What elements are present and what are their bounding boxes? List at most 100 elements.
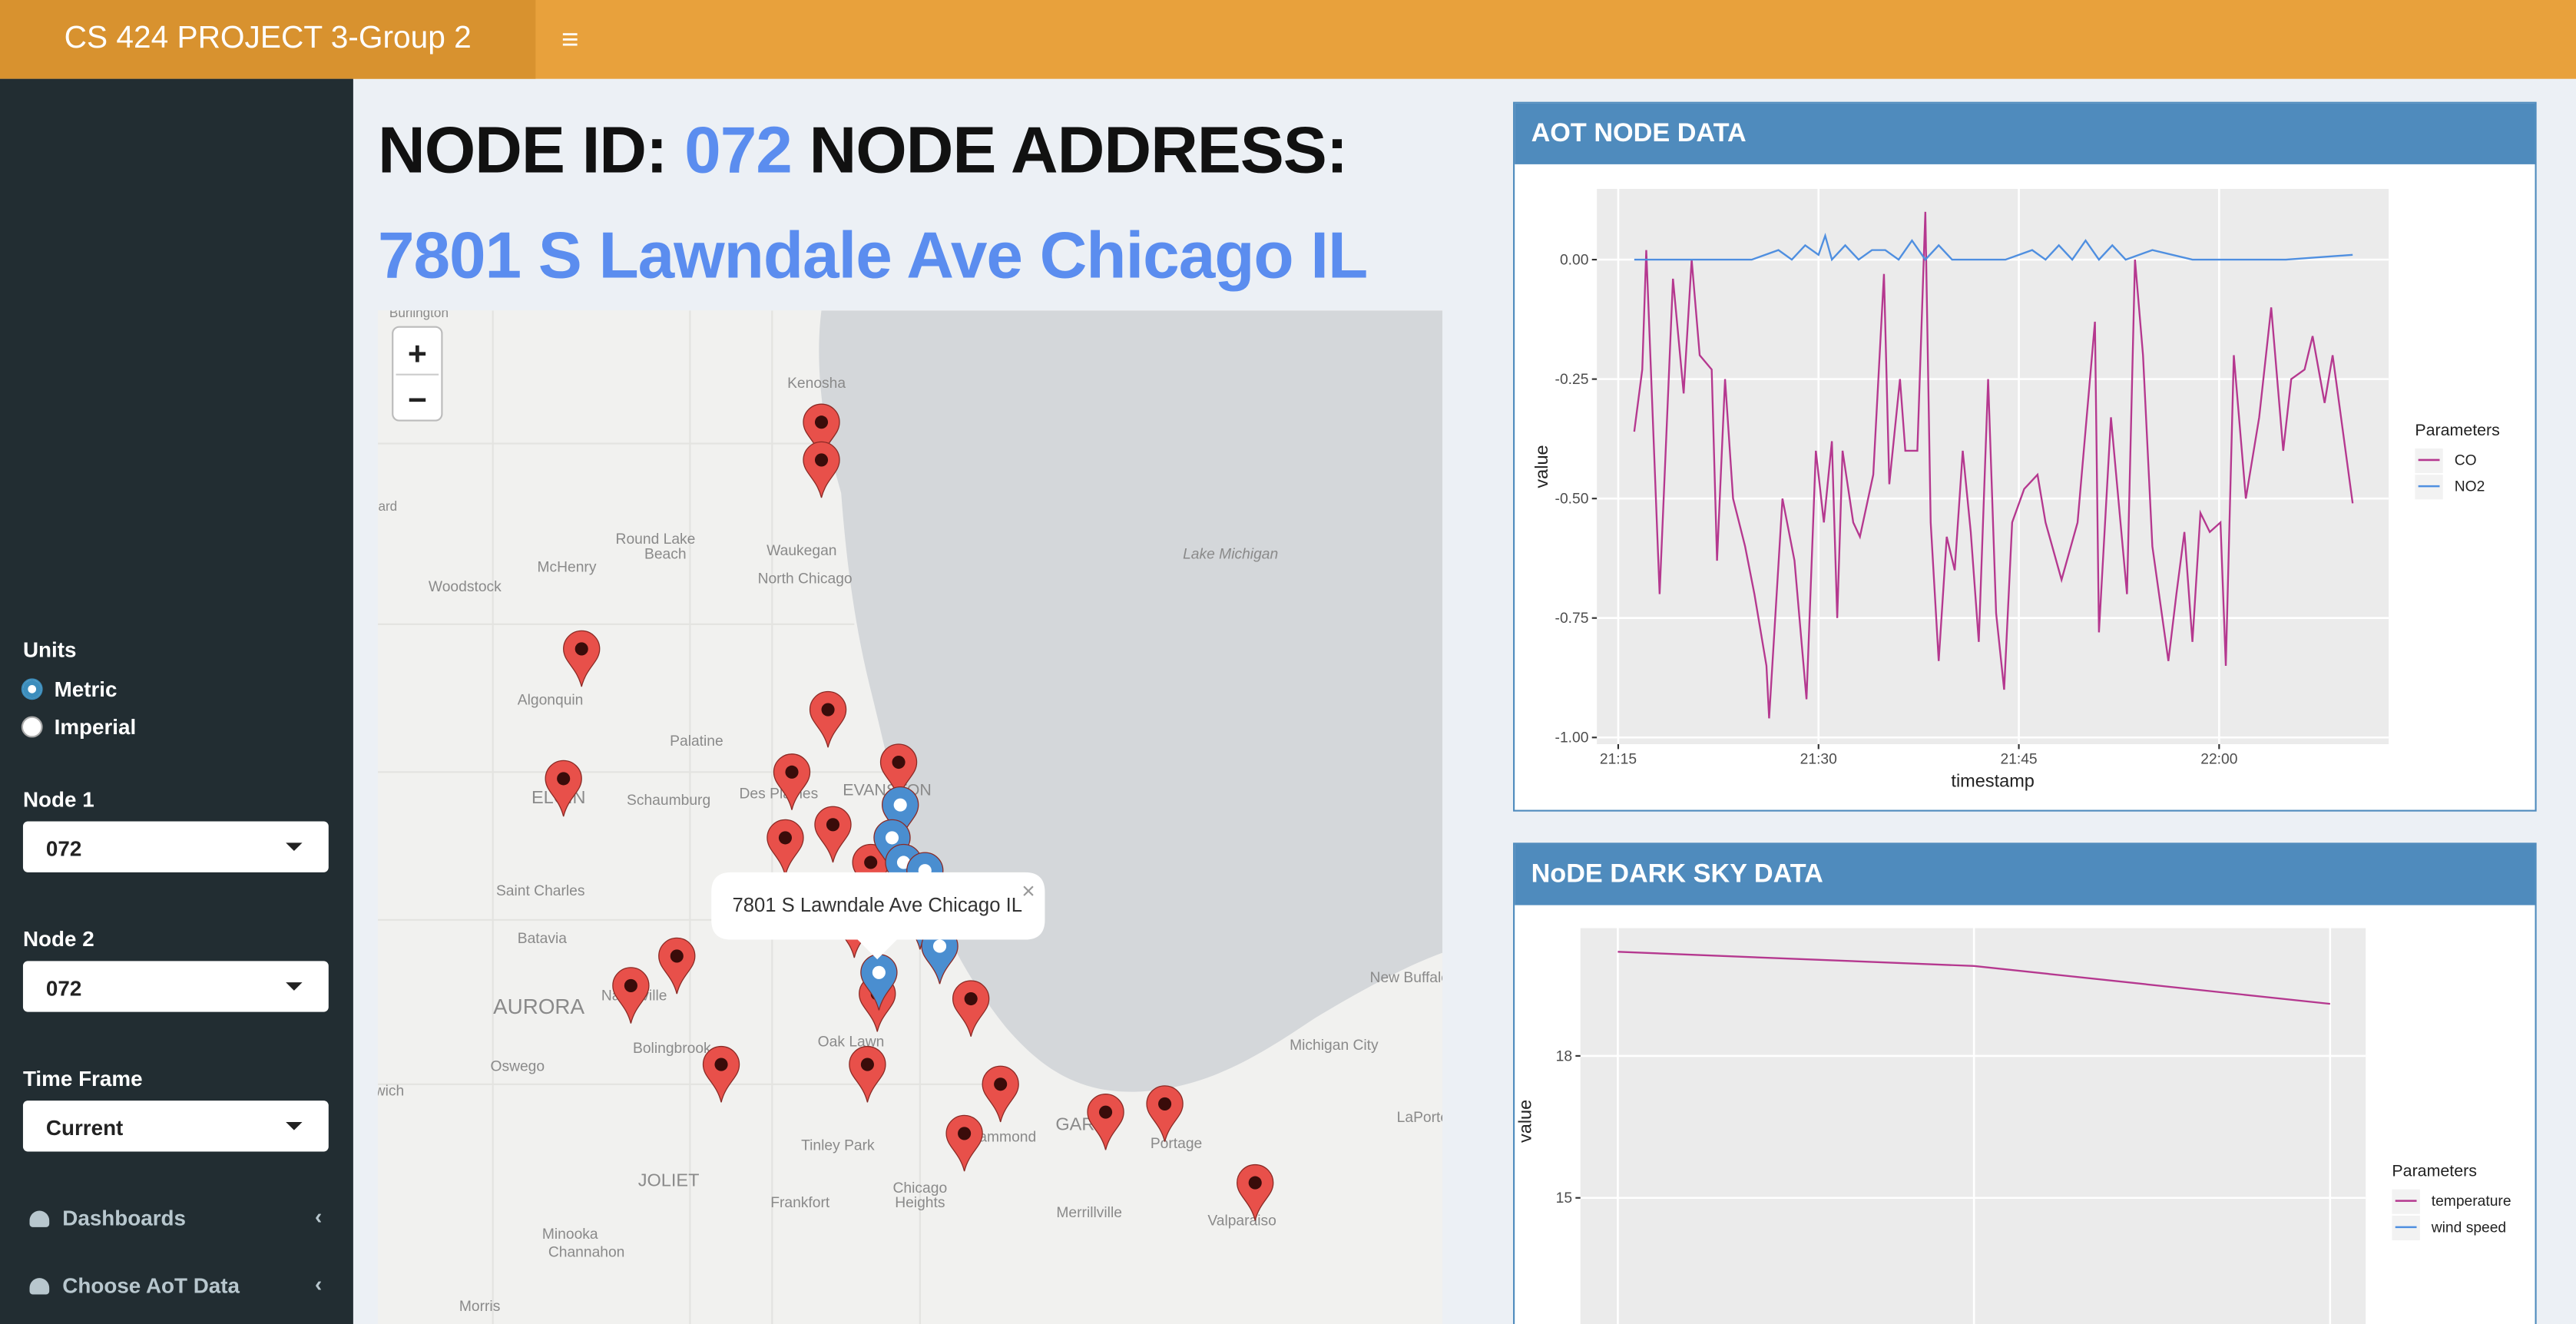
zoom-out[interactable]: − xyxy=(408,382,427,419)
place-label: Waukegan xyxy=(767,543,836,559)
map-pin xyxy=(1146,1085,1184,1142)
pin-dot xyxy=(624,978,637,992)
map-pin xyxy=(803,441,840,498)
map-pin xyxy=(767,819,804,876)
place-label: Frankfort xyxy=(770,1195,830,1211)
pin-dot xyxy=(885,831,899,845)
pin-dot xyxy=(860,1058,874,1071)
caret xyxy=(286,982,303,991)
place-label: Hammond xyxy=(968,1130,1036,1146)
place-label: Beach xyxy=(644,546,687,562)
menu-toggle[interactable]: ≡ xyxy=(561,22,579,56)
place-label: McHenry xyxy=(537,559,596,575)
pin-dot xyxy=(958,1127,972,1140)
place-label: Palatine xyxy=(670,733,723,750)
pin-dot xyxy=(872,965,886,979)
header-bar: CS 424 PROJECT 3-Group 2 ≡ xyxy=(0,0,2576,79)
roads xyxy=(377,310,1019,1324)
map-pin xyxy=(658,937,696,995)
place-label: Portage xyxy=(1151,1136,1202,1152)
map-pin xyxy=(882,786,919,843)
panel-title: NoDE DARK SKY DATA xyxy=(1515,844,2535,905)
menu-item[interactable]: Dashboards ‹ xyxy=(29,1203,329,1230)
panel-title: AOT NODE DATA xyxy=(1515,103,2535,164)
map-pin xyxy=(982,1065,1019,1123)
zoom-in[interactable]: + xyxy=(408,336,427,372)
map-pin xyxy=(952,980,990,1037)
place-label: Chicago xyxy=(893,1180,948,1197)
place-label: New Buffalo xyxy=(1370,970,1443,986)
pin-dot xyxy=(574,642,588,656)
radio-imperial[interactable]: Imperial xyxy=(21,716,136,740)
place-label: Heights xyxy=(895,1195,945,1211)
pin-dot xyxy=(864,856,878,869)
place-label: Schaumburg xyxy=(627,793,710,809)
place-label: Tinley Park xyxy=(801,1137,875,1154)
label: NODE ID: xyxy=(377,114,668,187)
map-pin xyxy=(879,743,918,800)
place-label: wich xyxy=(378,1084,404,1100)
label: NODE ADDRESS: xyxy=(809,114,1348,187)
pin-dot xyxy=(1099,1105,1113,1119)
popup-close[interactable]: × xyxy=(1021,879,1035,904)
pin-dot xyxy=(994,1077,1008,1091)
node1-label: Node 1 xyxy=(22,786,94,812)
pin-dot xyxy=(714,1058,728,1071)
map[interactable]: Burlington Kenosha ard Round Lake Beach Wauke… xyxy=(377,310,1443,1324)
menu-item[interactable]: Choose AoT Data ‹ xyxy=(29,1271,329,1298)
timeframe-select[interactable]: Current xyxy=(22,1101,329,1152)
caret xyxy=(286,1121,303,1130)
lake xyxy=(819,310,1443,1092)
map-pin xyxy=(809,690,847,748)
map-pin xyxy=(803,403,840,461)
place-label: Algonquin xyxy=(518,693,584,709)
menu-text: Choose AoT Data xyxy=(62,1273,240,1298)
map-pin xyxy=(1237,1164,1274,1221)
chevron: ‹ xyxy=(314,1271,323,1296)
map-pin xyxy=(1087,1094,1124,1150)
place-label: Minooka xyxy=(542,1226,598,1243)
place-label: Merrillville xyxy=(1056,1205,1122,1221)
chevron: ‹ xyxy=(314,1203,323,1229)
place-label: LaPorte xyxy=(1397,1110,1442,1126)
place-label: Channahon xyxy=(548,1244,625,1260)
timeframe-label: Time Frame xyxy=(22,1066,143,1091)
sidebar: Units Metric Imperial Node 1 072 Node 2 … xyxy=(0,78,353,1324)
place-label: Des Plaines xyxy=(740,786,819,803)
node-address: 7801 S Lawndale Ave Chicago IL xyxy=(377,220,1368,293)
map-pin xyxy=(814,806,852,863)
node-id: 072 xyxy=(684,114,793,187)
place-label: Burlington xyxy=(389,310,449,320)
place-label: Woodstock xyxy=(429,579,502,595)
radio-metric[interactable]: Metric xyxy=(21,677,118,701)
place-label: JOLIET xyxy=(638,1170,700,1190)
caret xyxy=(286,842,303,852)
place-label: Lake Michigan xyxy=(1183,546,1278,562)
place-label: Michigan City xyxy=(1290,1038,1379,1054)
node1-select[interactable]: 072 xyxy=(22,821,329,872)
map-pin xyxy=(612,967,650,1024)
map-pin xyxy=(945,1114,983,1172)
units-label: Units xyxy=(22,637,77,663)
place-label: North Chicago xyxy=(758,571,853,587)
pin-dot xyxy=(892,755,906,770)
map-pin xyxy=(849,1046,886,1103)
node-heading: NODE ID: 072 NODE ADDRESS: xyxy=(377,114,1348,189)
pin-dot xyxy=(814,415,829,429)
pin-dot xyxy=(964,991,978,1006)
popup-text: 7801 S Lawndale Ave Chicago IL xyxy=(732,895,1022,916)
icon xyxy=(29,1278,50,1295)
app-title: CS 424 PROJECT 3-Group 2 xyxy=(0,0,536,79)
pin-dot xyxy=(785,765,799,779)
select-value: 072 xyxy=(45,836,82,861)
map-pin xyxy=(545,760,582,817)
pin-dot xyxy=(814,453,829,467)
darksky-panel: NoDE DARK SKY DATA xyxy=(1513,842,2537,1324)
pin-dot xyxy=(821,703,835,717)
place-label: Saint Charles xyxy=(496,883,585,899)
node2-label: Node 2 xyxy=(22,926,94,952)
place-label: AURORA xyxy=(493,995,584,1018)
popup-box xyxy=(711,872,1045,960)
node2-select[interactable]: 072 xyxy=(22,961,329,1012)
